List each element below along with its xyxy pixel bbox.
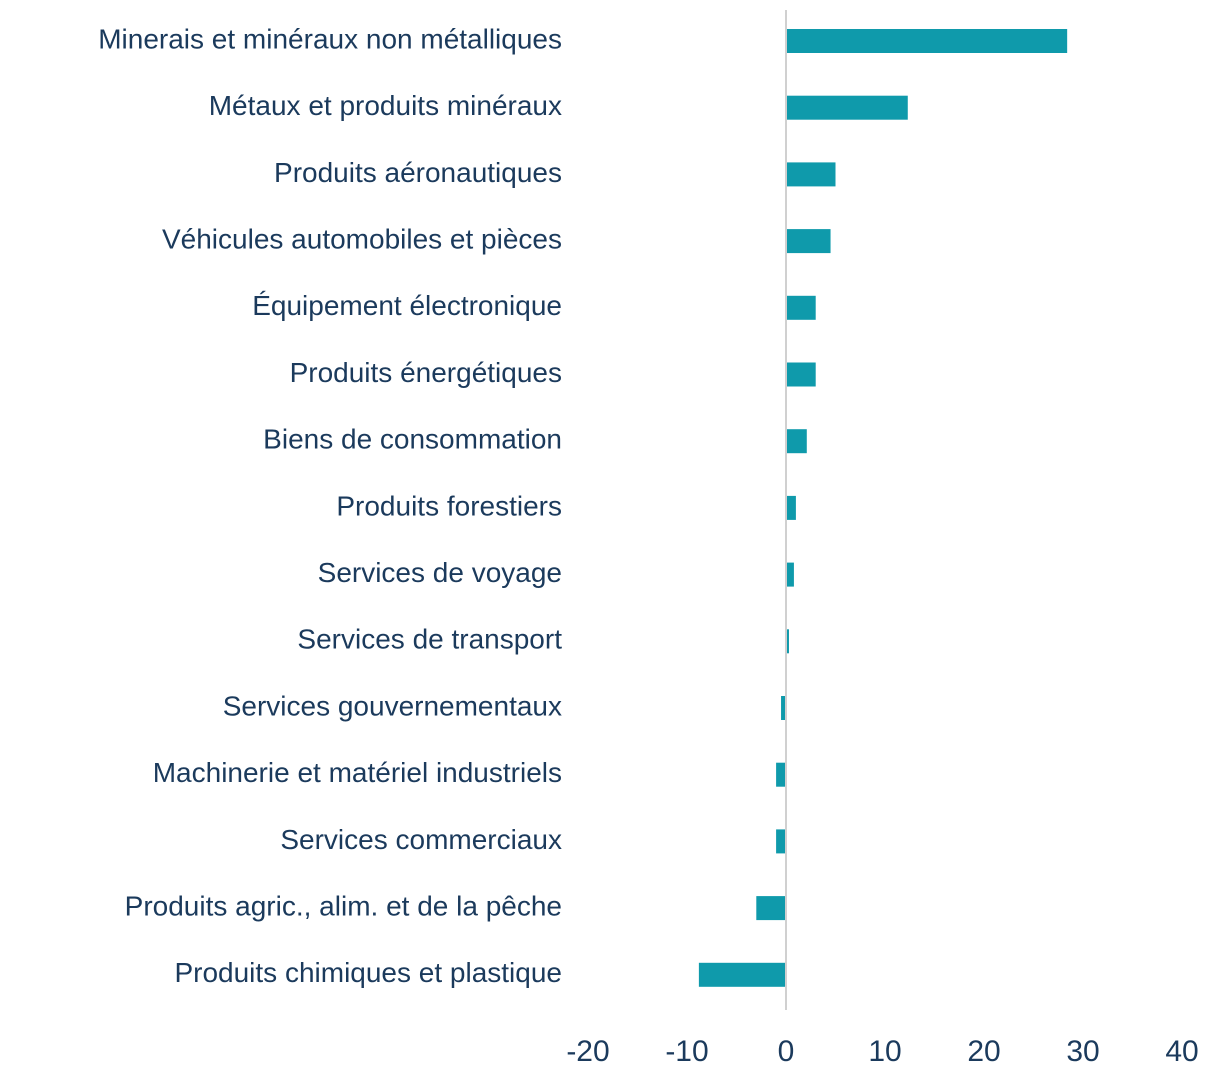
bar <box>786 562 794 587</box>
bar <box>776 762 786 787</box>
category-label: Produits forestiers <box>336 490 562 521</box>
bar <box>776 829 786 854</box>
category-label: Services commerciaux <box>280 824 562 855</box>
bar <box>786 162 836 187</box>
category-label: Minerais et minéraux non métalliques <box>98 23 562 54</box>
bar <box>786 29 1068 53</box>
x-tick-label: 10 <box>868 1035 901 1065</box>
x-tick-label: 20 <box>967 1035 1000 1065</box>
x-tick-label: -10 <box>665 1035 708 1065</box>
x-tick-label: 0 <box>778 1035 795 1065</box>
category-label: Produits agric., alim. et de la pêche <box>125 890 562 921</box>
category-label: Métaux et produits minéraux <box>209 90 562 121</box>
bar <box>786 429 807 454</box>
bar <box>698 962 786 987</box>
category-label: Produits aéronautiques <box>274 157 562 188</box>
bar <box>786 362 816 387</box>
bar <box>786 495 796 520</box>
x-tick-label: 40 <box>1165 1035 1198 1065</box>
bar <box>756 896 786 921</box>
bar <box>786 629 789 654</box>
bar <box>786 95 908 120</box>
bar <box>781 696 786 720</box>
category-label: Produits énergétiques <box>290 357 562 388</box>
category-label: Services de transport <box>297 624 562 655</box>
category-label: Services de voyage <box>318 557 562 588</box>
x-tick-label: -20 <box>566 1035 609 1065</box>
x-tick-label: 30 <box>1066 1035 1099 1065</box>
bar <box>786 229 831 254</box>
bar <box>786 295 816 320</box>
category-label: Équipement électronique <box>252 290 562 321</box>
category-label: Véhicules automobiles et pièces <box>162 223 562 254</box>
category-label: Produits chimiques et plastique <box>174 957 562 988</box>
category-label: Services gouvernementaux <box>223 690 562 721</box>
category-label: Machinerie et matériel industriels <box>153 757 562 788</box>
category-label: Biens de consommation <box>263 424 562 455</box>
